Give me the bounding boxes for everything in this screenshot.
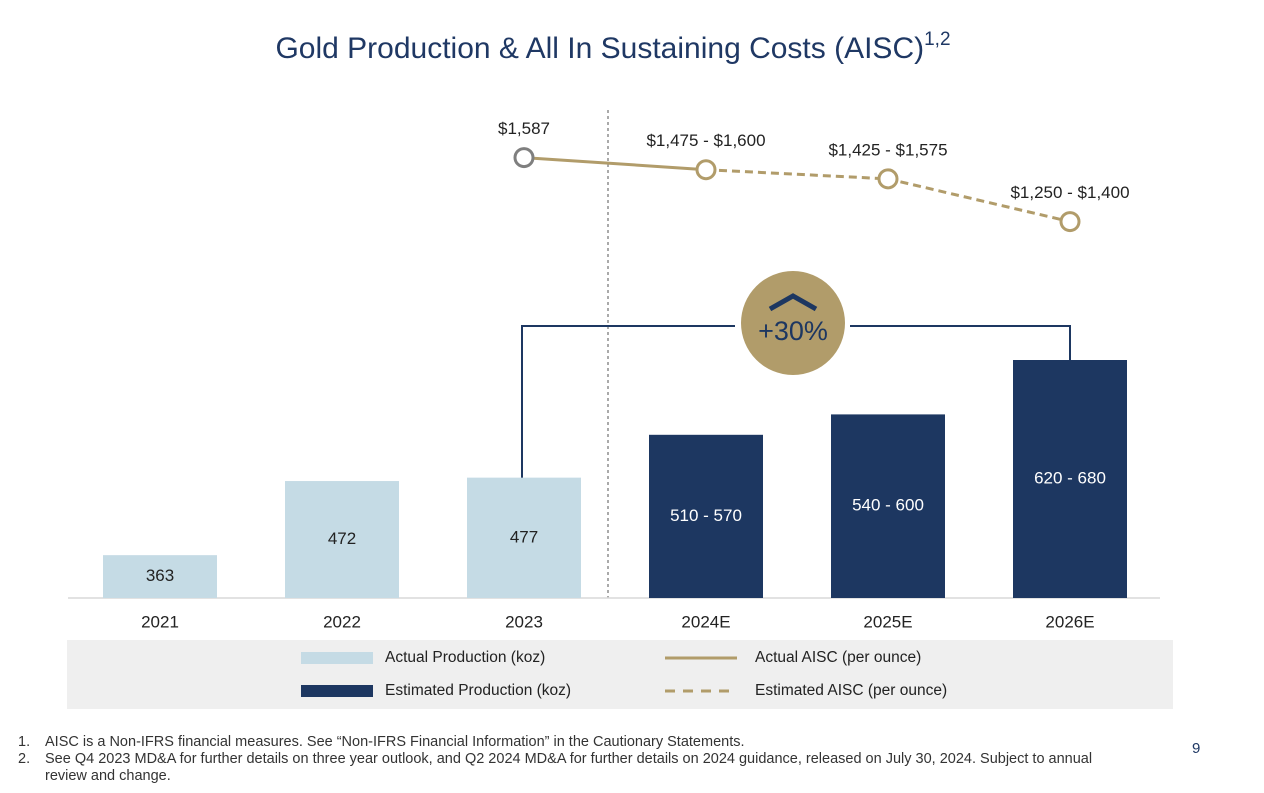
growth-annotation: +30%	[758, 316, 828, 346]
legend-label: Estimated AISC (per ounce)	[755, 682, 947, 699]
growth-badge	[741, 271, 845, 375]
bar	[831, 414, 945, 598]
aisc-marker	[695, 159, 717, 181]
bar	[103, 555, 217, 598]
chart-title: Gold Production & All In Sustaining Cost…	[275, 29, 950, 65]
x-tick-label: 2024E	[681, 612, 730, 631]
aisc-label: $1,587	[498, 119, 550, 138]
title-note: 1,2	[924, 29, 950, 50]
aisc-marker	[1059, 211, 1081, 233]
page-number: 9	[1192, 740, 1201, 757]
legend-box	[67, 640, 1173, 709]
bracket	[850, 325, 1071, 365]
line-connector	[523, 156, 707, 172]
x-tick-label: 2022	[323, 612, 361, 631]
bar-label: 620 - 680	[1034, 468, 1106, 487]
bar-label: 477	[510, 527, 538, 546]
aisc-label: $1,425 - $1,575	[828, 140, 947, 159]
bar-label: 472	[328, 529, 356, 548]
title-text: Gold Production & All In Sustaining Cost…	[275, 32, 924, 65]
x-tick-label: 2021	[141, 612, 179, 631]
footnote: 1. AISC is a Non-IFRS financial measures.…	[18, 734, 1098, 751]
legend-label: Actual AISC (per ounce)	[755, 649, 921, 666]
legend-swatch	[301, 685, 373, 697]
chevron-icon	[768, 293, 818, 312]
aisc-marker	[513, 147, 535, 169]
legend-label: Actual Production (koz)	[385, 649, 545, 666]
x-tick-label: 2023	[505, 612, 543, 631]
legend-swatch	[301, 652, 373, 664]
x-tick-label: 2026E	[1045, 612, 1094, 631]
footnote-marker: 1.	[18, 734, 31, 750]
footnote-text: See Q4 2023 MD&A for further details on …	[45, 751, 1093, 784]
bar-label: 540 - 600	[852, 496, 924, 515]
aisc-label: $1,475 - $1,600	[646, 131, 765, 150]
footnote-text: AISC is a Non-IFRS financial measures. S…	[45, 734, 745, 750]
bar-label: 363	[146, 566, 174, 585]
bar	[285, 481, 399, 598]
legend-label: Estimated Production (koz)	[385, 682, 571, 699]
footnotes: 1. AISC is a Non-IFRS financial measures.…	[18, 734, 1098, 785]
bar	[467, 477, 581, 598]
bar	[1013, 360, 1127, 598]
footnote-marker: 2.	[18, 751, 31, 767]
bracket	[521, 325, 735, 480]
aisc-marker	[877, 168, 899, 190]
bar-label: 510 - 570	[670, 506, 742, 525]
chart: Gold Production & All In Sustaining Cost…	[67, 29, 1173, 709]
bar	[649, 434, 763, 598]
x-tick-label: 2025E	[863, 612, 912, 631]
aisc-label: $1,250 - $1,400	[1010, 183, 1129, 202]
footnote: 2. See Q4 2023 MD&A for further details o…	[18, 751, 1098, 785]
